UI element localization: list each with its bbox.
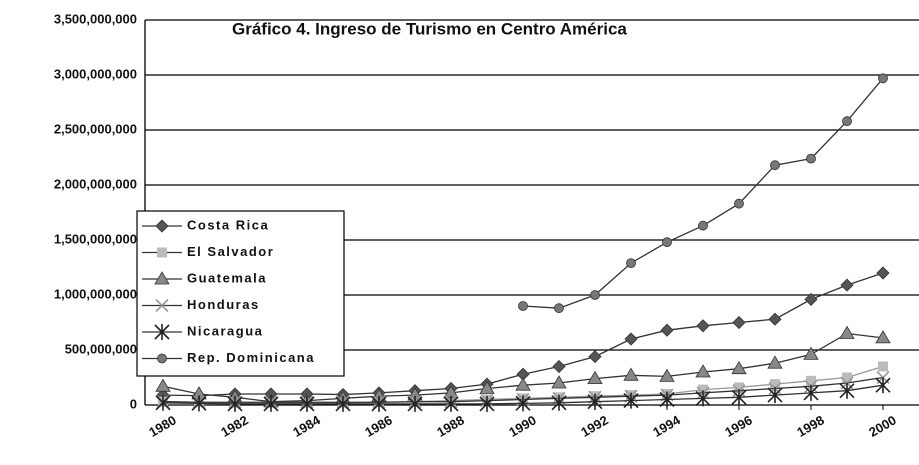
marker — [842, 372, 852, 383]
marker — [588, 350, 602, 364]
legend-label: Nicaragua — [187, 323, 263, 338]
x-tick-label: 1982 — [218, 412, 251, 439]
marker — [767, 387, 783, 404]
legend-label: Honduras — [187, 297, 260, 312]
marker — [878, 73, 888, 84]
legend-marker — [157, 247, 167, 258]
y-tick-label: 500,000,000 — [65, 341, 137, 356]
x-tick-label: 1992 — [578, 412, 611, 439]
marker — [839, 325, 855, 339]
marker — [659, 391, 675, 408]
x-tick-label: 1990 — [506, 412, 539, 439]
marker — [875, 330, 891, 344]
marker — [299, 395, 315, 412]
marker — [623, 392, 639, 409]
marker — [660, 323, 674, 337]
marker — [371, 395, 387, 412]
y-tick-label: 1,000,000,000 — [54, 286, 137, 301]
marker — [623, 367, 639, 381]
marker — [587, 370, 603, 384]
marker — [695, 364, 711, 378]
x-tick-label: 1984 — [290, 412, 323, 440]
x-tick-label: 1994 — [650, 412, 683, 440]
marker — [698, 384, 708, 395]
marker — [806, 375, 816, 386]
marker — [335, 395, 351, 412]
marker — [551, 375, 567, 389]
marker — [804, 292, 818, 306]
marker — [803, 346, 819, 360]
chart-title: Gráfico 4. Ingreso de Turismo en Centro … — [232, 19, 627, 38]
marker — [479, 395, 495, 412]
legend-marker — [154, 324, 170, 340]
marker — [840, 278, 854, 292]
marker — [155, 394, 171, 411]
legend-marker — [155, 298, 169, 313]
x-tick-label: 1986 — [362, 412, 395, 439]
marker — [155, 378, 171, 392]
marker — [875, 377, 891, 394]
marker — [515, 377, 531, 391]
marker — [659, 368, 675, 382]
y-tick-label: 2,500,000,000 — [54, 121, 137, 136]
marker — [227, 395, 243, 412]
legend-marker — [154, 271, 170, 285]
marker — [731, 389, 747, 406]
marker — [624, 332, 638, 346]
marker — [732, 315, 746, 330]
marker — [876, 266, 890, 280]
marker — [662, 237, 672, 248]
marker — [590, 290, 600, 300]
marker — [770, 379, 780, 390]
marker — [768, 312, 782, 326]
marker — [443, 395, 459, 412]
y-tick-label: 1,500,000,000 — [54, 231, 137, 246]
marker — [696, 319, 710, 333]
x-tick-label: 2000 — [866, 412, 899, 439]
marker — [806, 153, 816, 164]
y-tick-label: 0 — [130, 396, 137, 411]
marker — [587, 393, 603, 410]
x-tick-label: 1998 — [794, 412, 827, 439]
y-tick-label: 3,500,000,000 — [54, 11, 137, 26]
marker — [551, 394, 567, 411]
x-tick-label: 1996 — [722, 412, 755, 439]
marker — [552, 359, 566, 374]
marker — [695, 390, 711, 407]
legend-label: Rep. Dominicana — [187, 350, 315, 365]
x-tick-label: 1980 — [146, 412, 179, 439]
marker — [515, 395, 531, 412]
marker — [842, 116, 852, 127]
legend-label: Guatemala — [187, 270, 267, 285]
marker — [839, 382, 855, 399]
marker — [878, 361, 888, 372]
legend-label: Costa Rica — [187, 217, 269, 232]
y-tick-label: 2,000,000,000 — [54, 176, 137, 191]
marker — [518, 301, 528, 311]
legend-marker — [155, 219, 169, 233]
legend-box — [136, 210, 345, 377]
series-line — [522, 77, 884, 309]
marker — [191, 395, 207, 412]
marker — [479, 380, 495, 394]
marker — [734, 382, 744, 393]
y-tick-label: 3,000,000,000 — [54, 66, 137, 81]
marker — [770, 160, 780, 171]
legend-marker — [157, 353, 167, 364]
marker — [734, 198, 744, 209]
legend-label: El Salvador — [187, 244, 274, 259]
x-tick-label: 1988 — [434, 412, 467, 439]
marker — [731, 360, 747, 375]
marker — [803, 384, 819, 401]
marker — [698, 220, 708, 231]
marker — [263, 395, 279, 412]
marker — [626, 258, 636, 269]
marker — [407, 395, 423, 412]
marker — [767, 355, 783, 369]
marker — [554, 303, 564, 314]
